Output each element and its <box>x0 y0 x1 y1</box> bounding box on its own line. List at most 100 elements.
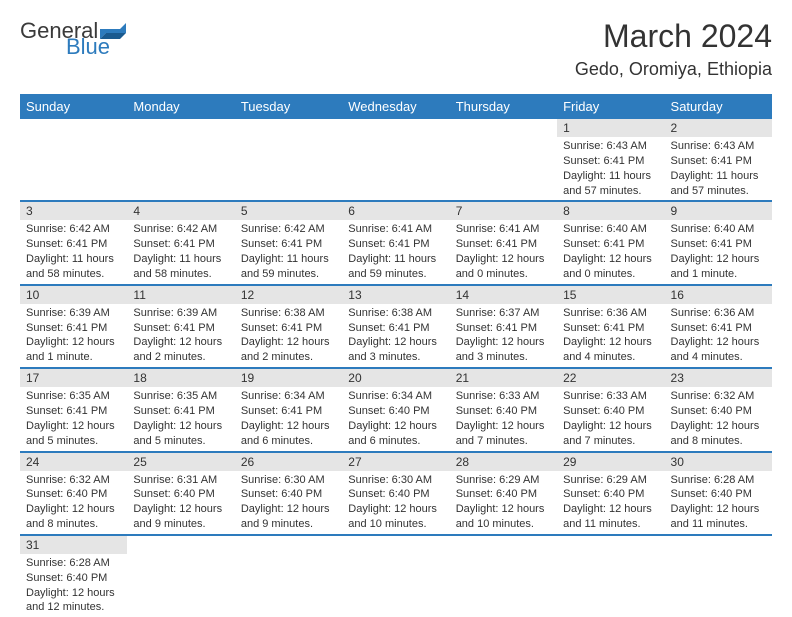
day-detail-line: and 12 minutes. <box>26 600 121 615</box>
day-detail-line: Daylight: 12 hours <box>26 586 121 601</box>
calendar-cell: 10Sunrise: 6:39 AMSunset: 6:41 PMDayligh… <box>20 285 127 368</box>
day-detail-line: Sunrise: 6:41 AM <box>348 222 443 237</box>
calendar-cell: 22Sunrise: 6:33 AMSunset: 6:40 PMDayligh… <box>557 368 664 451</box>
calendar-cell: 8Sunrise: 6:40 AMSunset: 6:41 PMDaylight… <box>557 201 664 284</box>
day-details: Sunrise: 6:33 AMSunset: 6:40 PMDaylight:… <box>450 387 557 450</box>
calendar-row: 31Sunrise: 6:28 AMSunset: 6:40 PMDayligh… <box>20 535 772 617</box>
day-number: 27 <box>342 453 449 471</box>
day-detail-line: Sunrise: 6:38 AM <box>241 306 336 321</box>
day-detail-line: and 11 minutes. <box>671 517 766 532</box>
day-detail-line: and 11 minutes. <box>563 517 658 532</box>
day-number: 21 <box>450 369 557 387</box>
day-detail-line: Sunset: 6:40 PM <box>671 404 766 419</box>
day-number: 6 <box>342 202 449 220</box>
day-detail-line: Daylight: 12 hours <box>563 419 658 434</box>
weekday-header: Monday <box>127 94 234 119</box>
day-detail-line: Sunset: 6:40 PM <box>348 487 443 502</box>
day-detail-line: Sunset: 6:41 PM <box>563 321 658 336</box>
day-number: 18 <box>127 369 234 387</box>
day-detail-line: and 57 minutes. <box>563 184 658 199</box>
day-detail-line: Sunrise: 6:43 AM <box>563 139 658 154</box>
day-detail-line: Sunrise: 6:28 AM <box>671 473 766 488</box>
logo: General Blue <box>20 18 126 60</box>
location-text: Gedo, Oromiya, Ethiopia <box>575 59 772 80</box>
day-detail-line: and 58 minutes. <box>26 267 121 282</box>
day-detail-line: Daylight: 12 hours <box>456 502 551 517</box>
day-detail-line: Daylight: 12 hours <box>348 335 443 350</box>
day-details: Sunrise: 6:43 AMSunset: 6:41 PMDaylight:… <box>557 137 664 200</box>
day-number: 10 <box>20 286 127 304</box>
day-detail-line: Sunset: 6:41 PM <box>456 237 551 252</box>
day-detail-line: and 10 minutes. <box>348 517 443 532</box>
day-detail-line: Sunset: 6:41 PM <box>563 237 658 252</box>
day-number: 8 <box>557 202 664 220</box>
day-detail-line: Sunrise: 6:36 AM <box>563 306 658 321</box>
day-detail-line: and 8 minutes. <box>671 434 766 449</box>
day-detail-line: and 4 minutes. <box>671 350 766 365</box>
calendar-cell <box>127 535 234 617</box>
day-detail-line: Sunset: 6:41 PM <box>133 321 228 336</box>
day-number: 14 <box>450 286 557 304</box>
day-details: Sunrise: 6:34 AMSunset: 6:41 PMDaylight:… <box>235 387 342 450</box>
calendar-table: Sunday Monday Tuesday Wednesday Thursday… <box>20 94 772 617</box>
weekday-header-row: Sunday Monday Tuesday Wednesday Thursday… <box>20 94 772 119</box>
day-detail-line: Sunrise: 6:30 AM <box>241 473 336 488</box>
calendar-cell <box>450 535 557 617</box>
day-detail-line: Sunrise: 6:40 AM <box>671 222 766 237</box>
calendar-row: 1Sunrise: 6:43 AMSunset: 6:41 PMDaylight… <box>20 119 772 201</box>
calendar-row: 17Sunrise: 6:35 AMSunset: 6:41 PMDayligh… <box>20 368 772 451</box>
day-detail-line: Daylight: 12 hours <box>456 252 551 267</box>
calendar-cell: 29Sunrise: 6:29 AMSunset: 6:40 PMDayligh… <box>557 452 664 535</box>
day-details: Sunrise: 6:34 AMSunset: 6:40 PMDaylight:… <box>342 387 449 450</box>
day-detail-line: and 5 minutes. <box>26 434 121 449</box>
day-detail-line: Sunrise: 6:36 AM <box>671 306 766 321</box>
day-detail-line: Sunrise: 6:31 AM <box>133 473 228 488</box>
day-number: 3 <box>20 202 127 220</box>
calendar-cell: 28Sunrise: 6:29 AMSunset: 6:40 PMDayligh… <box>450 452 557 535</box>
calendar-cell: 6Sunrise: 6:41 AMSunset: 6:41 PMDaylight… <box>342 201 449 284</box>
day-details: Sunrise: 6:30 AMSunset: 6:40 PMDaylight:… <box>235 471 342 534</box>
day-detail-line: Daylight: 12 hours <box>26 502 121 517</box>
day-number: 5 <box>235 202 342 220</box>
day-detail-line: Daylight: 11 hours <box>563 169 658 184</box>
day-details: Sunrise: 6:41 AMSunset: 6:41 PMDaylight:… <box>450 220 557 283</box>
day-number: 28 <box>450 453 557 471</box>
calendar-cell: 11Sunrise: 6:39 AMSunset: 6:41 PMDayligh… <box>127 285 234 368</box>
day-detail-line: Daylight: 12 hours <box>671 335 766 350</box>
day-detail-line: and 2 minutes. <box>241 350 336 365</box>
day-detail-line: Daylight: 11 hours <box>133 252 228 267</box>
day-detail-line: and 59 minutes. <box>241 267 336 282</box>
day-number: 1 <box>557 119 664 137</box>
day-number: 23 <box>665 369 772 387</box>
day-detail-line: Sunrise: 6:42 AM <box>241 222 336 237</box>
day-detail-line: Sunrise: 6:29 AM <box>563 473 658 488</box>
calendar-cell: 13Sunrise: 6:38 AMSunset: 6:41 PMDayligh… <box>342 285 449 368</box>
day-detail-line: Sunset: 6:41 PM <box>241 237 336 252</box>
day-details: Sunrise: 6:29 AMSunset: 6:40 PMDaylight:… <box>557 471 664 534</box>
day-details: Sunrise: 6:39 AMSunset: 6:41 PMDaylight:… <box>127 304 234 367</box>
day-detail-line: and 3 minutes. <box>456 350 551 365</box>
calendar-cell: 30Sunrise: 6:28 AMSunset: 6:40 PMDayligh… <box>665 452 772 535</box>
day-detail-line: Sunrise: 6:38 AM <box>348 306 443 321</box>
day-detail-line: Sunrise: 6:42 AM <box>26 222 121 237</box>
calendar-cell: 3Sunrise: 6:42 AMSunset: 6:41 PMDaylight… <box>20 201 127 284</box>
day-detail-line: Daylight: 12 hours <box>133 335 228 350</box>
day-detail-line: Sunset: 6:40 PM <box>456 487 551 502</box>
day-details: Sunrise: 6:35 AMSunset: 6:41 PMDaylight:… <box>127 387 234 450</box>
day-detail-line: Sunrise: 6:41 AM <box>456 222 551 237</box>
day-number: 22 <box>557 369 664 387</box>
day-detail-line: Daylight: 12 hours <box>671 252 766 267</box>
day-detail-line: Sunrise: 6:33 AM <box>456 389 551 404</box>
day-detail-line: Sunset: 6:41 PM <box>671 321 766 336</box>
day-detail-line: Sunrise: 6:43 AM <box>671 139 766 154</box>
day-number: 25 <box>127 453 234 471</box>
day-detail-line: Sunrise: 6:35 AM <box>133 389 228 404</box>
day-detail-line: and 57 minutes. <box>671 184 766 199</box>
day-detail-line: Sunset: 6:41 PM <box>133 404 228 419</box>
day-number: 11 <box>127 286 234 304</box>
day-details: Sunrise: 6:36 AMSunset: 6:41 PMDaylight:… <box>557 304 664 367</box>
day-details: Sunrise: 6:28 AMSunset: 6:40 PMDaylight:… <box>20 554 127 617</box>
calendar-cell: 1Sunrise: 6:43 AMSunset: 6:41 PMDaylight… <box>557 119 664 201</box>
day-number: 30 <box>665 453 772 471</box>
calendar-cell: 4Sunrise: 6:42 AMSunset: 6:41 PMDaylight… <box>127 201 234 284</box>
